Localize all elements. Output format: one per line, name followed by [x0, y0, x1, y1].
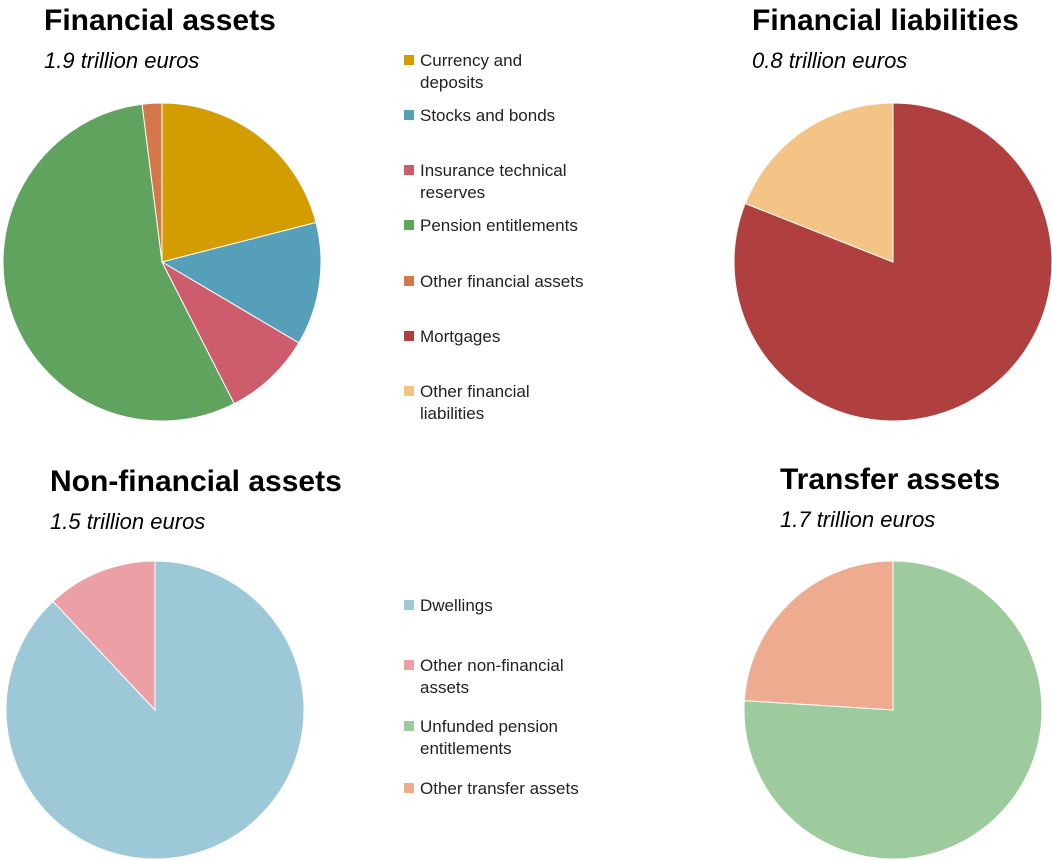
- legend-item: Other financial liabilities: [404, 381, 590, 425]
- legend-swatch: [404, 276, 414, 286]
- legend-item: Unfunded pension entitlements: [404, 716, 590, 760]
- legend-swatch: [404, 331, 414, 341]
- legend-item: Stocks and bonds: [404, 105, 590, 127]
- legend-swatch: [404, 600, 414, 610]
- legend-label: Unfunded pension entitlements: [420, 717, 559, 758]
- pie-slice: [743, 560, 894, 711]
- pie-slice: [141, 102, 163, 263]
- chart-subtitle: 1.7 trillion euros: [780, 507, 935, 532]
- pie-slice: [2, 103, 235, 422]
- legend-label: Other financial assets: [420, 272, 584, 291]
- legend-item: Pension entitlements: [404, 215, 590, 237]
- legend-label: Pension entitlements: [420, 216, 578, 235]
- legend-item: Currency and deposits: [404, 50, 590, 94]
- pie-slice: [52, 560, 156, 712]
- pie-slice: [160, 221, 322, 344]
- chart-subtitle: 1.9 trillion euros: [44, 48, 199, 73]
- legend-item: Mortgages: [404, 326, 590, 348]
- legend-item: Other non-financial assets: [404, 655, 590, 699]
- pie-slice: [161, 102, 317, 263]
- chart-title: Financial assets: [44, 4, 276, 37]
- legend-item: Other transfer assets: [404, 778, 590, 800]
- legend-label: Other non-financial assets: [420, 656, 564, 697]
- legend-swatch: [404, 386, 414, 396]
- legend-swatch: [404, 783, 414, 793]
- chart-subtitle: 1.5 trillion euros: [50, 509, 205, 534]
- legend-label: Other financial liabilities: [420, 382, 530, 423]
- legend-swatch: [404, 721, 414, 731]
- legend-swatch: [404, 220, 414, 230]
- legend-label: Currency and deposits: [420, 51, 523, 92]
- legend-swatch: [404, 55, 414, 65]
- legend-label: Stocks and bonds: [420, 106, 556, 125]
- chart-title: Transfer assets: [780, 463, 1000, 496]
- legend-item: Insurance technical reserves: [404, 160, 590, 204]
- pie-slice: [160, 260, 300, 405]
- chart-title: Financial liabilities: [752, 4, 1019, 37]
- legend-label: Dwellings: [420, 596, 493, 615]
- legend-label: Insurance technical reserves: [420, 161, 567, 202]
- pie-slice: [744, 102, 894, 263]
- chart-title: Non-financial assets: [50, 465, 342, 498]
- legend-swatch: [404, 165, 414, 175]
- legend-swatch: [404, 110, 414, 120]
- legend-label: Other transfer assets: [420, 779, 579, 798]
- legend-swatch: [404, 660, 414, 670]
- legend-label: Mortgages: [420, 327, 501, 346]
- legend-item: Other financial assets: [404, 271, 590, 293]
- legend-item: Dwellings: [404, 595, 590, 617]
- chart-subtitle: 0.8 trillion euros: [752, 48, 907, 73]
